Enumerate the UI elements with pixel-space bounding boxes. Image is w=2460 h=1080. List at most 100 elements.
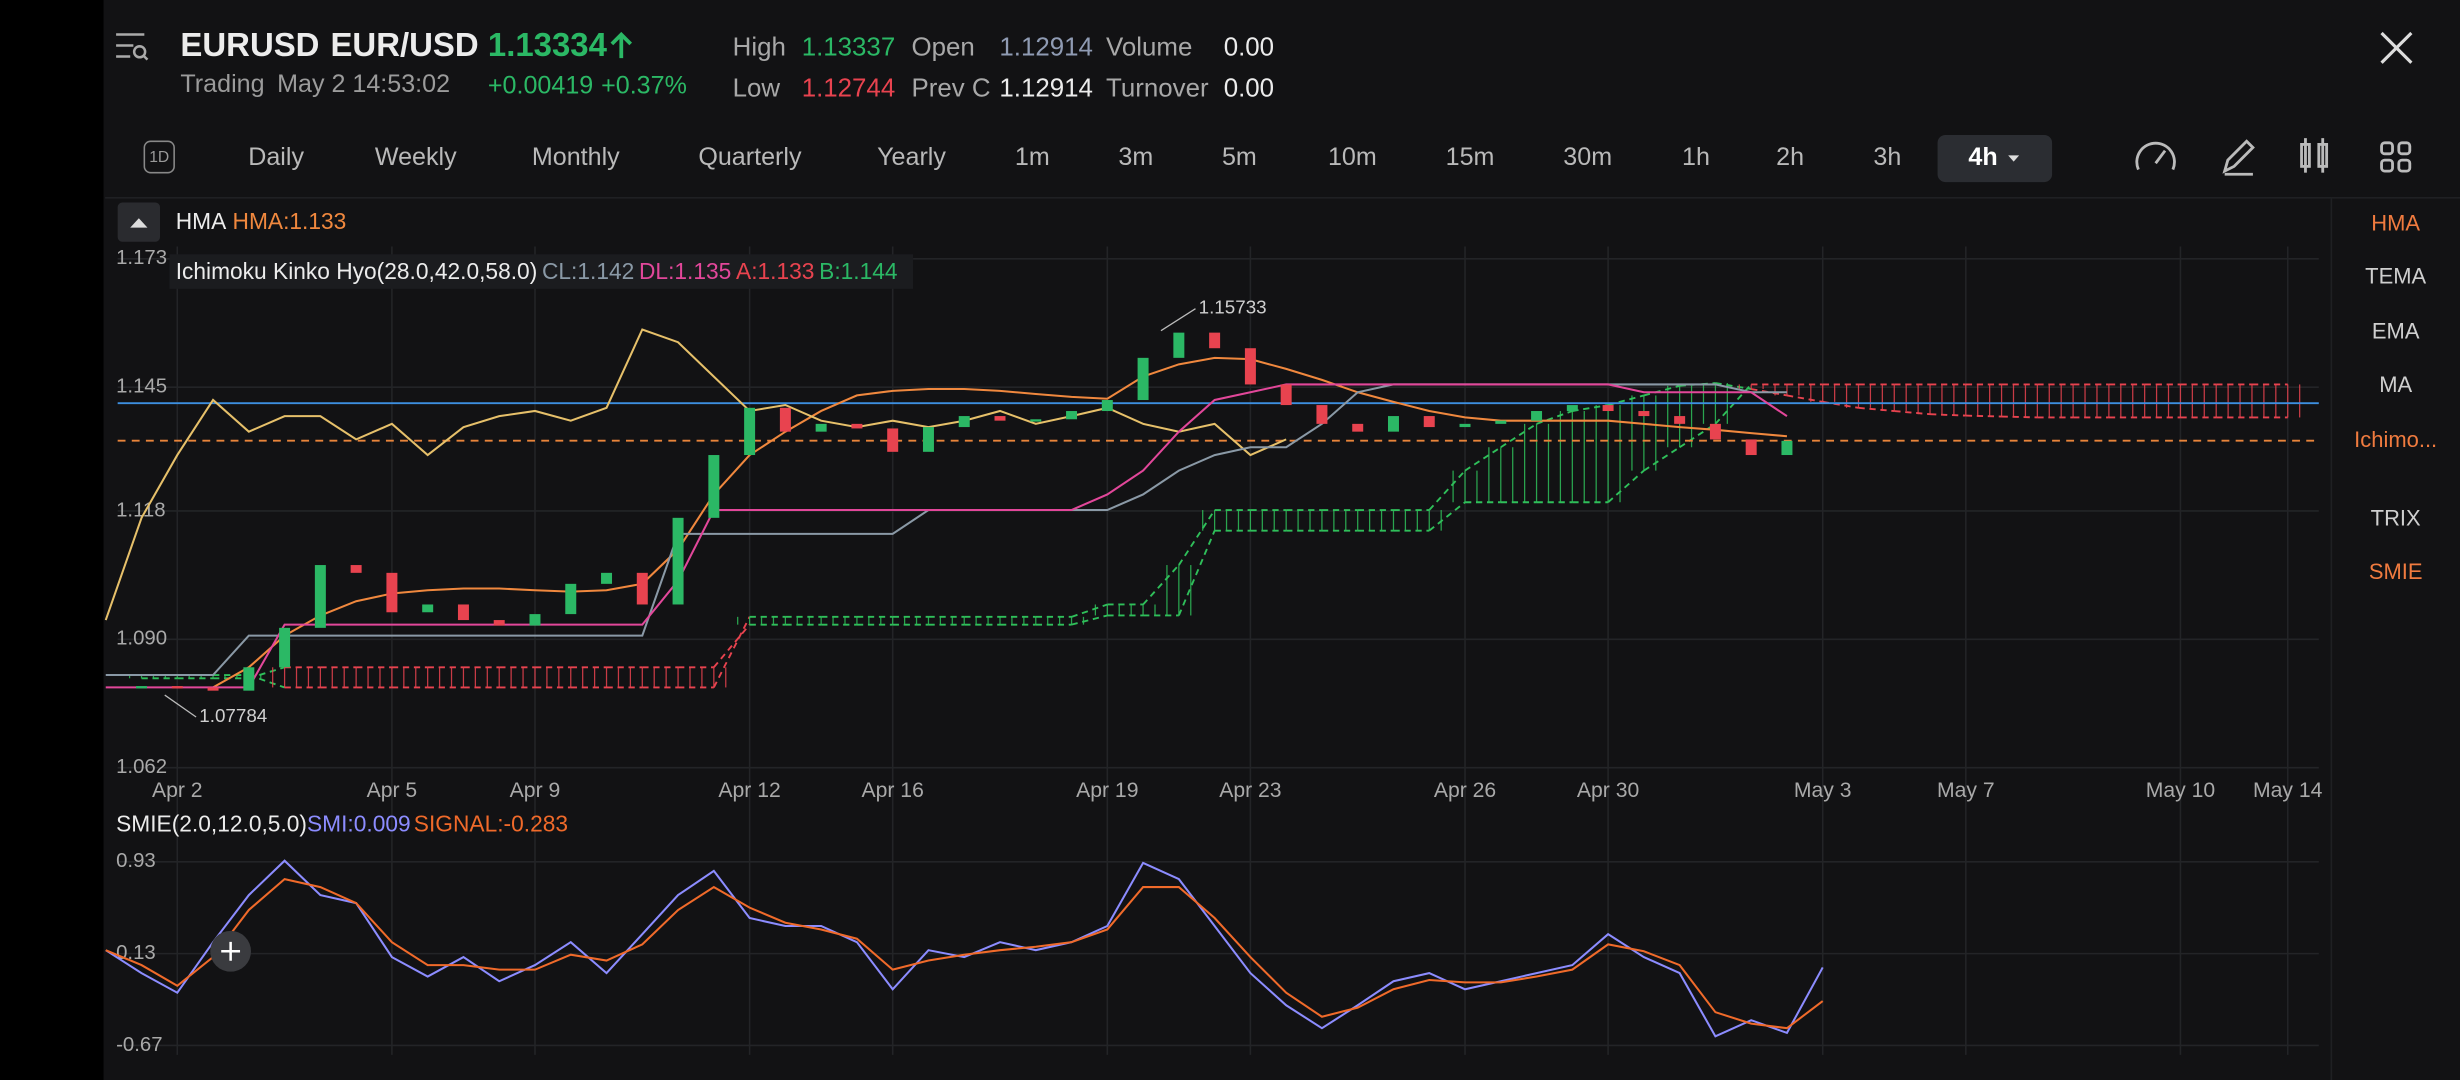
candle bbox=[1173, 332, 1185, 358]
y-tick-label: 1.090 bbox=[116, 628, 167, 650]
draw-icon[interactable] bbox=[2222, 139, 2255, 176]
candle bbox=[314, 565, 326, 628]
cloud-edge bbox=[1894, 410, 1931, 416]
indicator[interactable]: SMIE bbox=[2369, 559, 2423, 584]
layout-icon[interactable] bbox=[2380, 141, 2394, 156]
candle bbox=[601, 572, 613, 584]
change-abs: +0.00419 bbox=[488, 71, 593, 99]
legend-bg bbox=[169, 254, 914, 289]
indicator[interactable]: MA bbox=[2379, 372, 2412, 397]
cloud-edge bbox=[713, 624, 751, 668]
timeframe[interactable]: 3m bbox=[1118, 143, 1153, 171]
timeframe[interactable]: Daily bbox=[248, 143, 304, 171]
candle bbox=[1209, 332, 1221, 349]
candle bbox=[851, 423, 863, 429]
timeframe[interactable]: 3h bbox=[1873, 143, 1901, 171]
candle bbox=[815, 423, 827, 432]
stat-label: Low bbox=[733, 74, 781, 102]
crosshair-button[interactable] bbox=[210, 930, 252, 972]
change: +0.00419 +0.37% bbox=[488, 71, 687, 99]
timeframe[interactable]: 1h bbox=[1682, 143, 1710, 171]
x-tick-label: Apr 9 bbox=[510, 779, 561, 802]
y-tick-label: 1.118 bbox=[116, 499, 166, 521]
candle bbox=[708, 455, 720, 518]
up-arrow bbox=[610, 31, 633, 59]
candle bbox=[136, 686, 148, 689]
cloud-edge bbox=[1500, 423, 1538, 449]
candle bbox=[207, 687, 219, 691]
candle bbox=[1638, 411, 1650, 417]
timeframe[interactable]: Weekly bbox=[375, 143, 457, 171]
indicator[interactable]: TRIX bbox=[2371, 505, 2421, 530]
close-button[interactable] bbox=[2380, 31, 2413, 64]
legend-name: Ichimoku Kinko Hyo(28.0,42.0,58.0) bbox=[176, 258, 538, 284]
candle bbox=[1531, 411, 1543, 421]
stat-value: 0.00 bbox=[1224, 34, 1274, 62]
cloud-edge bbox=[1858, 406, 1895, 412]
y-tick-label: 1.145 bbox=[116, 376, 167, 398]
candle bbox=[1745, 439, 1757, 456]
timeframe[interactable]: 1m bbox=[1015, 143, 1050, 171]
candle bbox=[493, 620, 505, 626]
timeframe[interactable]: 15m bbox=[1446, 143, 1495, 171]
timeframe-selected[interactable]: 4h bbox=[1968, 143, 1997, 171]
timeframe[interactable]: 2h bbox=[1776, 143, 1804, 171]
status: Trading May 2 14:53:02 bbox=[180, 69, 450, 97]
timeframe[interactable]: Quarterly bbox=[698, 143, 802, 171]
x-tick-label: May 3 bbox=[1794, 779, 1852, 802]
stat-value: 0.00 bbox=[1224, 74, 1274, 102]
legend-value: B:1.144 bbox=[819, 258, 897, 284]
legend-value: CL:1.142 bbox=[542, 258, 634, 284]
timeframe[interactable]: 5m bbox=[1222, 143, 1257, 171]
smi-panel: 0.930.13-0.67 bbox=[105, 850, 1824, 1056]
calendar-icon[interactable] bbox=[143, 140, 175, 174]
indicator[interactable]: EMA bbox=[2372, 319, 2420, 344]
indicator[interactable]: HMA bbox=[2371, 210, 2420, 235]
toolbar-icons bbox=[2135, 138, 2412, 176]
timeframe[interactable]: 10m bbox=[1328, 143, 1377, 171]
x-tick-label: Apr 26 bbox=[1434, 779, 1496, 802]
indicator[interactable]: TEMA bbox=[2365, 264, 2426, 289]
change-pct: +0.37% bbox=[601, 71, 687, 99]
timeframe[interactable]: Yearly bbox=[877, 143, 946, 171]
cloud-edge bbox=[1142, 564, 1180, 606]
cloud-edge bbox=[1464, 446, 1502, 472]
stat-value: 1.13337 bbox=[802, 34, 896, 62]
candle bbox=[1495, 420, 1507, 424]
x-tick-label: May 14 bbox=[2253, 779, 2323, 802]
candle bbox=[922, 427, 934, 452]
gauge-icon[interactable] bbox=[2135, 141, 2176, 171]
smi-legend: SMIE(2.0,12.0,5.0)SMI:0.009 SIGNAL:-0.283 bbox=[116, 811, 568, 837]
candle bbox=[1316, 405, 1328, 424]
y-tick-label: 1.062 bbox=[116, 756, 167, 778]
candle bbox=[744, 407, 756, 456]
candle bbox=[994, 416, 1006, 421]
calendar-label: 1D bbox=[149, 149, 169, 166]
x-tick-label: May 7 bbox=[1937, 779, 1995, 802]
annotation: 1.07784 bbox=[199, 705, 267, 726]
dropdown-caret bbox=[2008, 155, 2020, 162]
candle bbox=[1244, 348, 1256, 385]
hma-legend: HMA HMA:1.133 bbox=[176, 208, 347, 234]
line bbox=[105, 877, 1824, 1030]
candle bbox=[1602, 405, 1614, 412]
annotation: 1.15733 bbox=[1199, 297, 1267, 318]
candle bbox=[1280, 384, 1292, 406]
line bbox=[105, 859, 1824, 1038]
y-tick-label: 0.93 bbox=[116, 850, 156, 872]
time: May 2 14:53:02 bbox=[277, 69, 450, 97]
y-tick-label: -0.67 bbox=[116, 1034, 162, 1056]
timeframe[interactable]: Monthly bbox=[532, 143, 620, 171]
cloud-edge bbox=[1428, 469, 1466, 511]
indicator[interactable]: Ichimo... bbox=[2354, 427, 2437, 452]
line bbox=[212, 356, 1788, 689]
candle bbox=[1030, 419, 1042, 422]
timeframe[interactable]: 30m bbox=[1563, 143, 1612, 171]
collapse-arrow bbox=[130, 218, 148, 228]
cloud-edge bbox=[1643, 384, 1680, 397]
menu-icon[interactable] bbox=[116, 33, 149, 61]
x-tick-label: Apr 5 bbox=[367, 779, 418, 802]
